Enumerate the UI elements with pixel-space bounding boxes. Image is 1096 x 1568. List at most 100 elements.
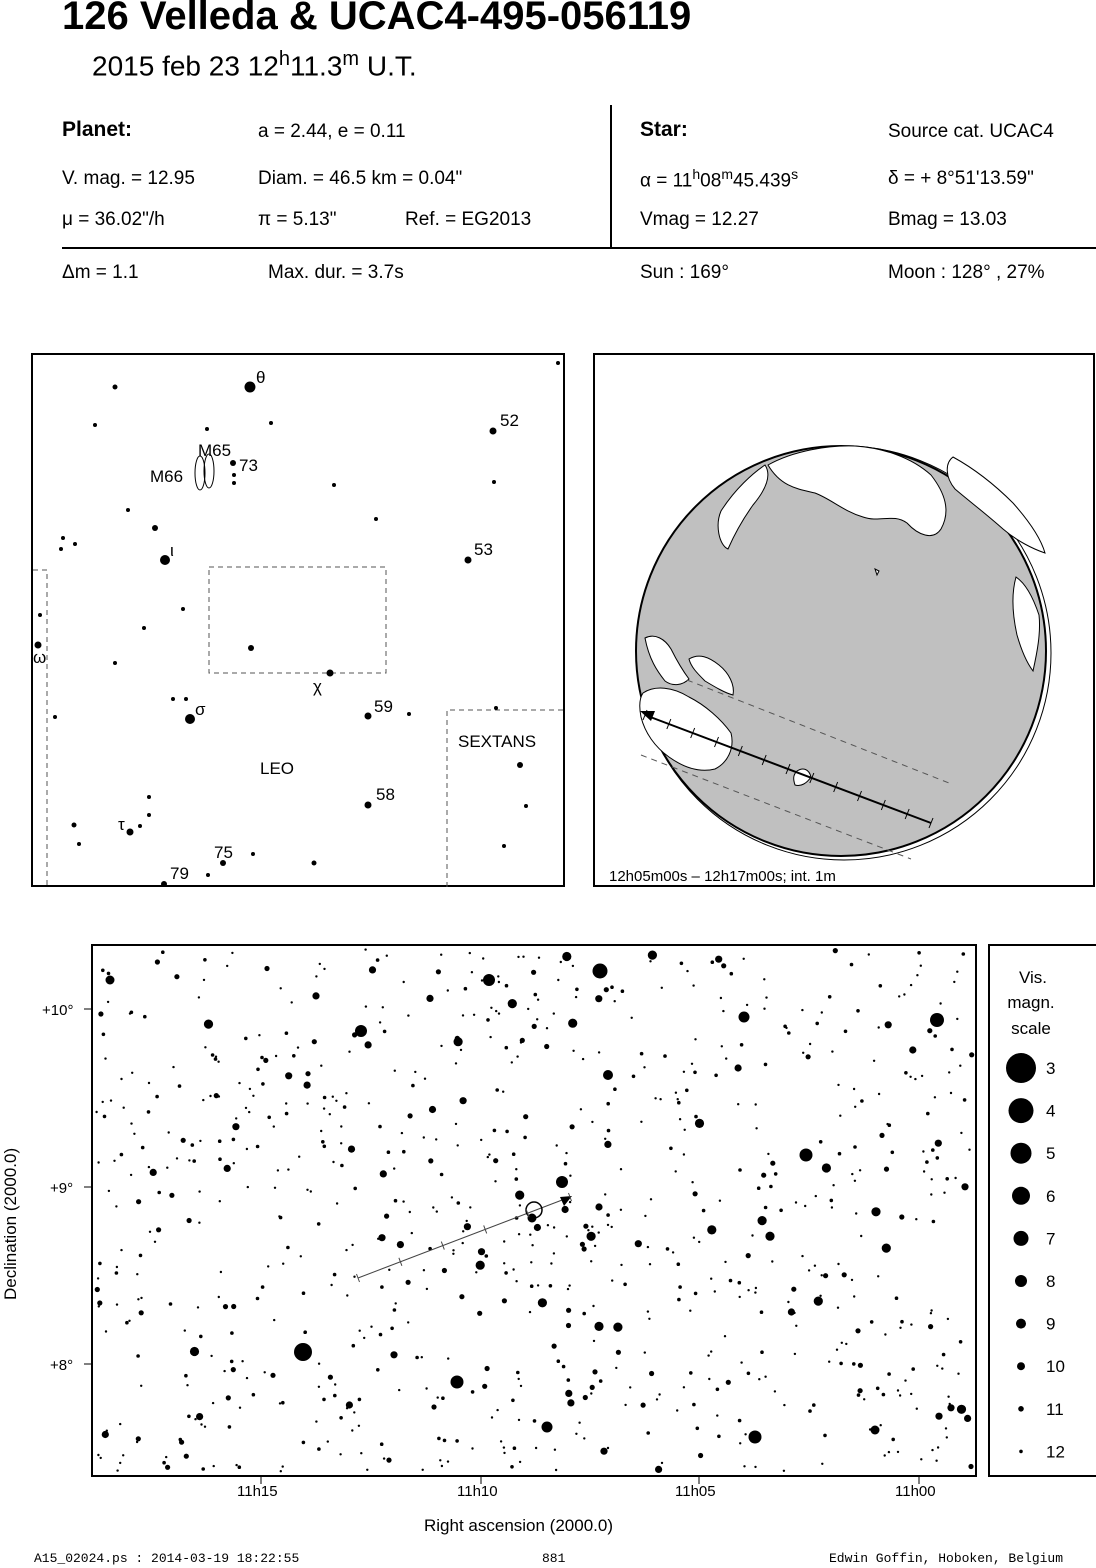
chart-star <box>930 1178 933 1181</box>
chart-star <box>317 1362 321 1365</box>
chart-star <box>663 1054 667 1058</box>
chart-star <box>837 1151 842 1156</box>
chart-star <box>964 1414 972 1422</box>
chart-star <box>101 968 105 973</box>
bright-star <box>105 975 115 985</box>
chart-star <box>695 1426 700 1431</box>
chart-star <box>769 1184 773 1189</box>
finder-star <box>244 381 256 393</box>
chart-star <box>232 1123 240 1131</box>
legend-dot-mag-7 <box>1013 1230 1029 1246</box>
chart-star <box>504 1045 509 1050</box>
constellation-boundary-left <box>33 569 48 887</box>
chart-star <box>515 1168 518 1171</box>
legend-title-2: magn. <box>1007 993 1054 1012</box>
chart-star <box>201 1467 205 1471</box>
chart-star <box>678 1285 682 1289</box>
chart-star <box>934 1139 942 1147</box>
chart-star <box>226 964 229 968</box>
chart-star <box>499 1440 503 1443</box>
chart-star <box>452 1249 455 1252</box>
chart-star <box>610 1225 613 1229</box>
chart-star <box>579 1108 583 1111</box>
chart-star <box>169 1192 175 1198</box>
chart-star <box>832 1184 835 1187</box>
chart-star <box>569 1174 572 1177</box>
chart-star <box>454 1122 458 1126</box>
chart-star <box>590 1392 593 1395</box>
chart-star <box>948 1071 951 1074</box>
chart-star <box>856 1009 860 1013</box>
chart-star <box>715 1387 720 1392</box>
chart-star <box>754 1291 757 1294</box>
chart-star <box>238 1081 241 1085</box>
chart-star <box>192 1159 196 1163</box>
chart-star <box>172 1065 175 1069</box>
chart-star <box>209 1094 212 1098</box>
chart-star <box>682 1153 686 1156</box>
page-title: 126 Velleda & UCAC4-495-056119 <box>62 0 692 38</box>
chart-star <box>322 1397 326 1402</box>
globe-land <box>639 445 1046 786</box>
chart-star <box>763 1205 768 1210</box>
chart-star <box>887 1372 891 1376</box>
chart-star <box>426 994 434 1002</box>
chart-star <box>565 1322 572 1329</box>
chart-star <box>640 1402 646 1408</box>
chart-star <box>407 1014 410 1017</box>
chart-star <box>958 1340 963 1344</box>
chart-star <box>135 1436 141 1442</box>
chart-star <box>353 1411 356 1414</box>
chart-star <box>648 1317 651 1320</box>
finder-star <box>332 483 336 487</box>
chart-star <box>306 1102 309 1105</box>
bright-star <box>541 1421 553 1433</box>
chart-star <box>554 1468 558 1472</box>
bright-star <box>592 963 608 979</box>
legend-frame <box>988 944 1096 1477</box>
finder-star <box>206 873 210 877</box>
chart-star <box>311 1039 317 1045</box>
chart-star <box>97 1300 103 1306</box>
chart-star <box>860 1234 863 1238</box>
chart-star <box>519 1037 525 1043</box>
finder-star <box>251 852 255 856</box>
chart-star <box>644 1214 647 1218</box>
chart-star <box>345 1401 353 1409</box>
chart-star <box>235 1463 238 1467</box>
info-divider <box>610 105 612 248</box>
legend-dot-mag-6 <box>1012 1186 1030 1205</box>
chart-star <box>496 1408 499 1412</box>
chart-star <box>523 1135 527 1140</box>
chart-star <box>879 1132 885 1138</box>
chart-star <box>477 1248 486 1256</box>
chart-star <box>358 1329 361 1332</box>
chart-star <box>724 1260 727 1264</box>
chart-star <box>312 992 320 1000</box>
chart-star <box>751 1234 754 1237</box>
shadow-center-line <box>640 709 934 829</box>
chart-star <box>531 969 537 975</box>
chart-star <box>531 1244 534 1247</box>
chart-star <box>911 1367 915 1371</box>
finder-star <box>160 555 170 565</box>
chart-star <box>119 1422 122 1426</box>
chart-star <box>398 1388 401 1392</box>
chart-star <box>758 1378 761 1381</box>
chart-star <box>284 1031 289 1035</box>
legend-dot-mag-5 <box>1010 1142 1032 1164</box>
chart-star <box>552 1012 555 1015</box>
chart-star <box>968 1148 971 1151</box>
finder-star <box>502 844 506 848</box>
chart-star <box>102 1114 107 1119</box>
chart-star <box>853 1179 857 1182</box>
chart-star <box>623 1282 627 1287</box>
chart-star <box>754 1103 757 1106</box>
chart-star <box>855 1212 858 1215</box>
chart-star <box>378 1234 386 1242</box>
delta-mag: Δm = 1.1 <box>62 262 139 283</box>
chart-star <box>138 1253 143 1258</box>
time-suffix: U.T. <box>359 50 417 82</box>
chart-star <box>852 1087 856 1091</box>
finder-star <box>59 547 63 551</box>
